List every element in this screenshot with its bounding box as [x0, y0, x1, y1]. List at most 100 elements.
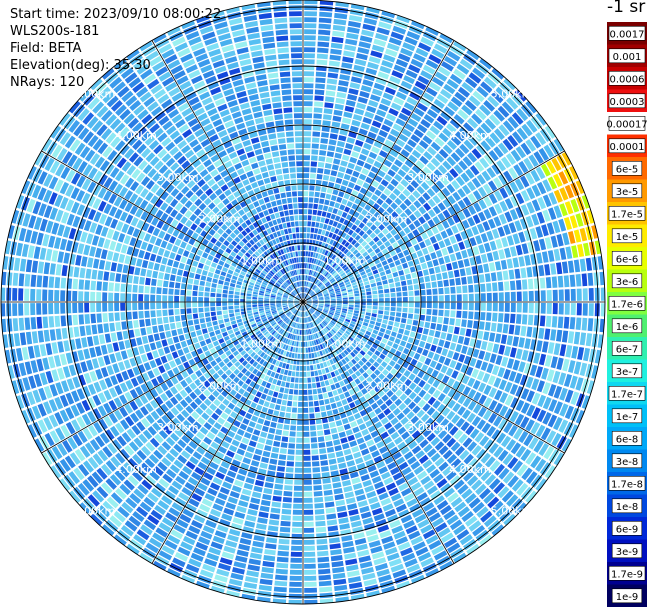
range-gate [248, 315, 254, 320]
range-gate [168, 309, 174, 316]
range-gate [362, 182, 370, 190]
range-gate [186, 296, 192, 302]
range-gate [467, 217, 476, 227]
range-gate [321, 229, 326, 236]
range-gate [183, 327, 189, 334]
range-gate [194, 466, 205, 476]
range-gate [249, 281, 255, 286]
range-gate [181, 370, 189, 379]
range-gate [51, 222, 60, 235]
range-gate [307, 377, 312, 383]
range-gate [285, 467, 294, 473]
range-gate [362, 572, 376, 581]
range-gate [272, 312, 278, 316]
range-gate [174, 289, 180, 295]
range-gate [410, 535, 424, 546]
range-gate [309, 257, 313, 263]
range-gate [376, 262, 383, 269]
range-gate [84, 314, 91, 324]
range-gate [506, 258, 513, 269]
range-gate [348, 345, 354, 351]
range-gate [509, 280, 516, 291]
range-gate [410, 58, 424, 69]
range-gate [441, 532, 454, 543]
range-gate [295, 317, 298, 322]
range-gate [303, 137, 311, 143]
range-gate [525, 172, 535, 185]
range-gate [329, 345, 334, 352]
range-gate [185, 405, 194, 414]
range-gate [323, 483, 332, 490]
range-gate [568, 360, 576, 373]
range-gate [108, 412, 118, 424]
range-gate [344, 241, 350, 248]
range-gate [303, 293, 305, 299]
range-gate [336, 92, 347, 99]
range-gate [315, 412, 321, 419]
range-gate [288, 299, 294, 301]
range-gate [332, 262, 337, 268]
range-gate [247, 471, 257, 479]
range-gate [371, 44, 385, 53]
range-gate [459, 126, 470, 138]
range-gate [445, 367, 454, 377]
range-gate [210, 541, 223, 550]
range-gate [388, 320, 394, 326]
range-gate [335, 310, 341, 314]
range-gate [303, 281, 306, 287]
range-gate [109, 515, 123, 528]
range-gate [163, 233, 171, 242]
range-gate [192, 302, 198, 308]
range-gate [358, 331, 365, 337]
range-gate [201, 412, 210, 421]
range-gate [401, 312, 408, 318]
range-gate [222, 267, 228, 273]
range-gate [303, 330, 305, 335]
range-gate [123, 479, 135, 491]
range-gate [306, 317, 309, 323]
range-gate [535, 458, 547, 472]
range-gate [327, 452, 336, 459]
range-gate [318, 394, 324, 400]
range-gate [120, 350, 128, 360]
range-gate [317, 292, 322, 296]
range-gate [305, 353, 309, 359]
range-gate [492, 312, 498, 322]
range-gate [515, 314, 522, 324]
range-gate [132, 293, 138, 302]
range-gate [449, 168, 459, 178]
range-gate [530, 421, 541, 435]
range-gate [236, 428, 245, 436]
range-gate [292, 309, 297, 313]
range-gate [306, 281, 309, 287]
range-gate [361, 209, 368, 216]
range-gate [126, 246, 134, 256]
range-gate [158, 550, 173, 561]
range-gate [1, 287, 6, 301]
range-gate [374, 220, 381, 227]
range-gate [84, 280, 91, 290]
range-gate [218, 319, 224, 325]
range-gate [228, 578, 243, 587]
range-gate [180, 355, 187, 363]
range-gate [185, 461, 196, 470]
range-gate [312, 296, 318, 299]
range-gate [490, 322, 497, 332]
range-gate [343, 193, 351, 200]
range-gate [221, 551, 235, 560]
range-gate [304, 311, 306, 317]
range-gate [452, 214, 461, 224]
range-gate [128, 266, 135, 275]
range-gate [343, 378, 350, 385]
range-gate [354, 58, 367, 67]
range-gate [366, 220, 373, 228]
range-gate [277, 292, 283, 296]
range-gate [215, 345, 222, 351]
range-gate [247, 313, 253, 317]
range-gate [321, 336, 326, 342]
range-gate [553, 343, 561, 356]
range-gate [290, 563, 302, 569]
range-gate [297, 311, 300, 317]
range-gate [265, 395, 272, 402]
range-gate [249, 358, 255, 365]
